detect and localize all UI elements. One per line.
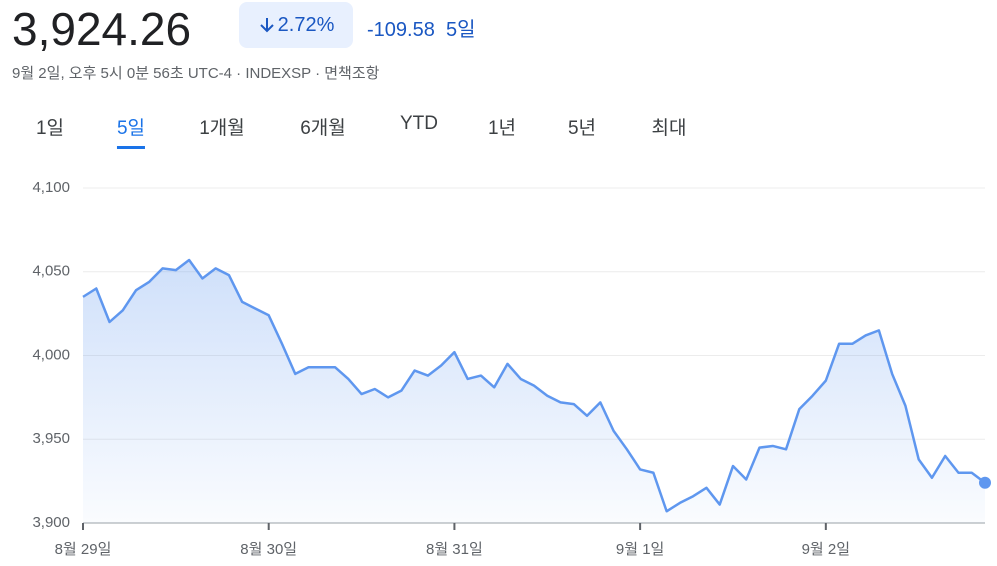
y-tick-label: 4,000 <box>32 346 70 363</box>
range-tab[interactable]: 5년 <box>567 118 597 139</box>
range-tab[interactable]: 1개월 <box>199 118 245 139</box>
down-arrow <box>259 18 274 33</box>
period: 5일 <box>445 19 476 41</box>
price: 3,924.26 <box>12 3 192 55</box>
subtitle: 9월 2일, 오후 5시 0분 56초 UTC-4 · INDEXSP · 면책… <box>12 65 380 82</box>
change-badge: 2.72% <box>239 2 353 48</box>
x-tick-label: 8월 31일 <box>426 541 483 558</box>
y-tick-label: 3,950 <box>32 430 70 447</box>
change-value: -109.58 <box>367 19 435 41</box>
x-tick-label: 9월 2일 <box>802 541 850 558</box>
y-tick-label: 4,050 <box>32 263 70 280</box>
area <box>83 260 985 523</box>
y-tick-label: 4,100 <box>32 179 70 196</box>
range-tab[interactable]: YTD <box>400 113 438 134</box>
x-tick-label: 8월 30일 <box>240 541 297 558</box>
range-tab[interactable]: 1일 <box>35 118 65 139</box>
line <box>82 258 986 513</box>
range-tab[interactable]: 6개월 <box>300 118 346 139</box>
change: -109.58 5일 <box>367 13 476 42</box>
range-tab[interactable]: 최대 <box>651 118 687 139</box>
last-point <box>979 476 991 489</box>
change-percent: 2.72% <box>277 13 335 36</box>
x-tick-label: 9월 1일 <box>616 541 664 558</box>
y-tick-label: 3,900 <box>32 514 70 531</box>
range-tab[interactable]: 5일 <box>116 113 146 149</box>
range-tab[interactable]: 1년 <box>487 118 517 139</box>
x-tick-label: 8월 29일 <box>55 541 112 558</box>
